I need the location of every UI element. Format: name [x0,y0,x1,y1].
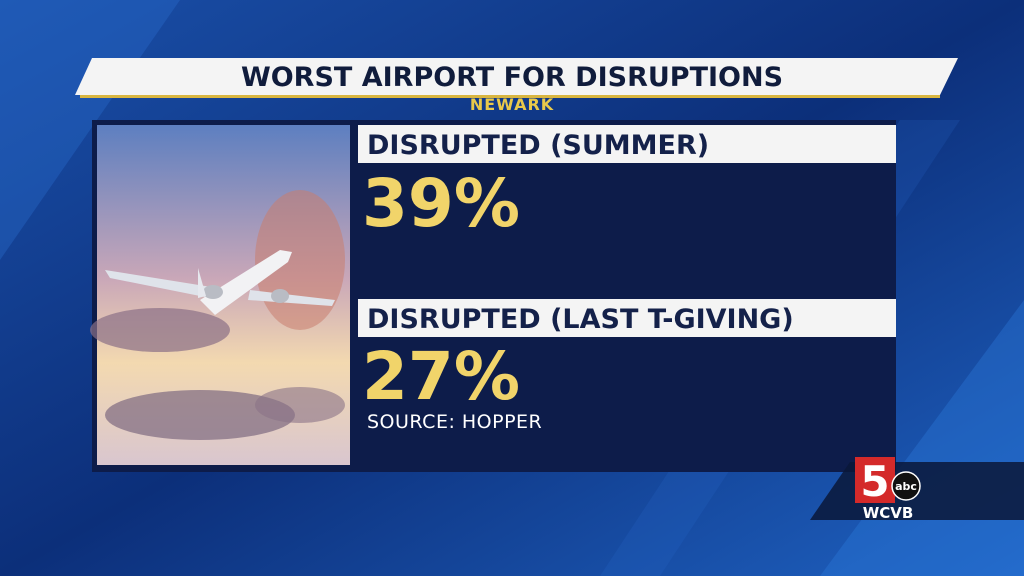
title-underline [80,95,940,98]
stat-label: DISRUPTED (SUMMER) [367,130,709,161]
stat-label: DISRUPTED (LAST T-GIVING) [367,304,794,335]
label-bar [358,125,896,163]
stat-value: 27% [362,338,520,415]
label-bar [358,299,896,337]
title: WORST AIRPORT FOR DISRUPTIONS [241,62,783,93]
airplane-image [90,125,350,465]
stat-value: 39% [362,165,520,242]
logo-number: 5 [860,457,889,506]
logo-station: WCVB [863,504,914,522]
source: SOURCE: HOPPER [367,411,542,433]
title-bar [75,58,958,95]
station-logo: 5 abc WCVB [810,457,1024,522]
logo-network: abc [895,480,917,493]
subtitle: NEWARK [470,95,554,114]
